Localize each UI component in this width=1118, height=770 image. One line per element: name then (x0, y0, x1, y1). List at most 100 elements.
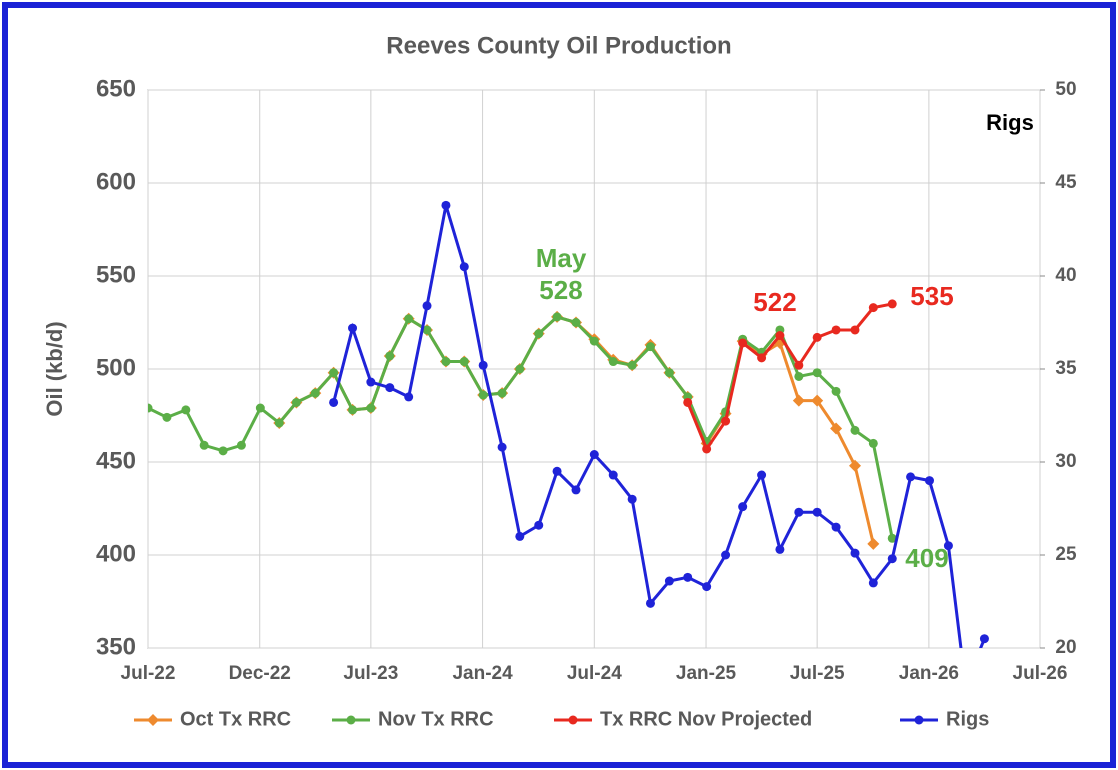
y-tick-label: 450 (96, 447, 136, 474)
marker (422, 301, 432, 311)
y2-tick-label: 45 (1055, 172, 1077, 193)
y-tick-label: 500 (96, 354, 136, 381)
marker (812, 368, 822, 378)
marker (664, 576, 674, 586)
marker (868, 438, 878, 448)
y2-tick-label: 20 (1055, 637, 1076, 658)
annotation: 535 (910, 281, 953, 311)
y-tick-label: 550 (96, 261, 136, 288)
marker (552, 312, 562, 322)
y-tick-label: 650 (96, 75, 136, 102)
marker (721, 416, 731, 426)
marker (887, 533, 897, 543)
marker (441, 357, 451, 367)
marker (683, 572, 693, 582)
marker (329, 368, 339, 378)
series-line (332, 204, 986, 648)
marker (645, 598, 655, 608)
annotation: 528 (539, 275, 582, 305)
marker (459, 357, 469, 367)
marker (218, 446, 228, 456)
marker (181, 405, 191, 415)
y-axis-label: Oil (kb/d) (42, 321, 67, 416)
x-tick-label: Jan-24 (452, 663, 513, 684)
marker (906, 472, 916, 482)
marker (849, 459, 862, 472)
marker (274, 418, 284, 428)
marker (148, 403, 153, 413)
marker (943, 541, 953, 551)
legend-label: Rigs (946, 708, 989, 730)
marker (404, 392, 414, 402)
marker (589, 336, 599, 346)
x-tick-label: Jul-23 (343, 663, 398, 684)
marker (721, 550, 731, 560)
marker (887, 299, 897, 309)
marker (924, 476, 934, 486)
marker (441, 200, 451, 210)
marker (867, 537, 880, 550)
marker (757, 470, 767, 480)
marker (979, 634, 989, 644)
x-tick-label: Jul-24 (567, 663, 622, 684)
marker (552, 466, 562, 476)
marker (422, 325, 432, 335)
marker (831, 325, 841, 335)
marker (775, 544, 785, 554)
marker (348, 405, 358, 415)
x-tick-label: Dec-22 (229, 663, 291, 684)
marker (608, 470, 618, 480)
marker (478, 390, 488, 400)
marker (794, 507, 804, 517)
marker (385, 383, 395, 393)
marker (812, 332, 822, 342)
marker (534, 329, 544, 339)
y2-tick-label: 40 (1055, 265, 1076, 286)
annotation: 522 (753, 287, 796, 317)
marker (478, 360, 488, 370)
marker (850, 325, 860, 335)
marker (310, 388, 320, 398)
marker (887, 554, 897, 564)
marker (385, 351, 395, 361)
marker (868, 303, 878, 313)
marker (571, 318, 581, 327)
marker (571, 485, 581, 495)
annotation: May (536, 243, 587, 273)
marker (348, 323, 358, 333)
marker (738, 338, 748, 348)
y2-tick-label: 50 (1055, 79, 1076, 100)
legend-label: Nov Tx RRC (378, 708, 494, 730)
marker (515, 531, 525, 541)
x-tick-label: Jul-22 (121, 663, 176, 684)
marker (664, 368, 674, 378)
legend-marker (914, 715, 924, 725)
marker (850, 548, 860, 558)
y2-tick-label: 30 (1055, 451, 1076, 472)
marker (757, 353, 767, 363)
x-tick-label: Jul-25 (790, 663, 845, 684)
marker (497, 388, 507, 398)
y2-axis-label: Rigs (986, 110, 1034, 135)
x-tick-label: Jan-26 (899, 663, 959, 684)
marker (868, 578, 878, 588)
chart-title: Reeves County Oil Production (386, 32, 731, 59)
y-tick-label: 350 (96, 633, 136, 660)
marker (404, 314, 414, 324)
marker (830, 422, 843, 435)
legend-marker (346, 715, 356, 725)
marker (366, 377, 376, 387)
marker (366, 403, 376, 413)
marker (329, 397, 339, 407)
marker (515, 364, 525, 374)
marker (608, 357, 618, 367)
marker (627, 360, 637, 370)
marker (702, 582, 712, 592)
marker (162, 412, 172, 422)
marker (775, 331, 785, 341)
marker (497, 442, 507, 452)
marker (831, 386, 841, 396)
marker (683, 397, 693, 407)
marker (812, 507, 822, 517)
y2-tick-label: 25 (1055, 544, 1077, 565)
